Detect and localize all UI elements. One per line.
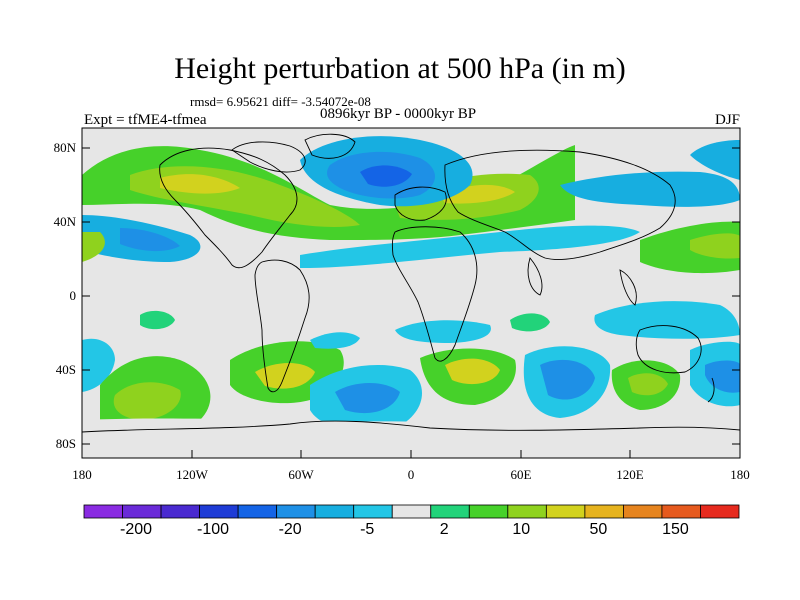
map-title: Height perturbation at 500 hPa (in m) (174, 52, 626, 85)
lat-label-40n: 40N (54, 214, 77, 229)
nh-negative-far-east (690, 140, 740, 180)
lat-label-40s: 40S (56, 362, 76, 377)
colorbar-swatch (83, 504, 123, 519)
colorbar-swatch (314, 504, 355, 519)
colorbar-swatch (545, 504, 586, 519)
coastline-south-america (254, 259, 310, 393)
coastline-north-america (159, 147, 298, 269)
lat-label-80s: 80S (56, 436, 76, 451)
sh-positive-pacific-core (113, 382, 181, 420)
colorbar-swatch (276, 504, 316, 519)
arctic-negative-core (360, 165, 412, 187)
sh-negative-indian-core (540, 359, 595, 400)
colorbar-swatch (237, 504, 278, 519)
coastline-australia (635, 325, 702, 374)
lon-label-60w: 60W (288, 467, 314, 482)
colorbar-label: -5 (360, 521, 374, 538)
sh-positive-australia-core (628, 373, 668, 396)
colorbar-swatch (122, 504, 162, 519)
lon-label-180w: 180 (72, 467, 92, 482)
colorbar-swatch (700, 504, 740, 519)
sh-positive-south-america-core (255, 363, 315, 389)
lon-tick-marks (81, 450, 741, 458)
experiment-label: Expt = tfME4-tfmea (84, 112, 207, 128)
contour-fields (82, 136, 740, 458)
lon-label-180e: 180 (730, 467, 750, 482)
nh-tropical-negative-band (300, 225, 640, 268)
colorbar-swatch (160, 504, 200, 519)
colorbar-swatch (430, 504, 470, 519)
coastlines (82, 133, 740, 433)
lat-label-80n: 80N (54, 140, 77, 155)
lat-label-eq: 0 (70, 288, 77, 303)
coastline-new-zealand (707, 377, 715, 403)
subtropical-negative-pacific-core (120, 228, 180, 252)
period-label: 0896kyr BP - 0000kyr BP (320, 106, 477, 122)
colorbar-label: 10 (512, 521, 530, 538)
colorbar-swatch (199, 504, 239, 519)
lon-label-0: 0 (408, 467, 415, 482)
colorbar-label: 2 (440, 521, 449, 538)
sh-negative-atlantic-north (310, 332, 360, 349)
coastline-europe (394, 186, 447, 221)
coastline-africa (391, 226, 478, 362)
lon-label-120w: 120W (176, 467, 209, 482)
lon-label-120e: 120E (616, 467, 644, 482)
sh-positive-small (140, 310, 175, 330)
nh-positive-peak-west (160, 174, 240, 194)
colorbar (83, 504, 740, 519)
colorbar-swatch (584, 504, 624, 519)
sh-negative-equatorial-atlantic (395, 320, 491, 343)
colorbar-swatch (507, 504, 547, 519)
sh-negative-dateline (82, 338, 115, 392)
coastline-canadian-arctic (231, 141, 306, 173)
colorbar-swatch (468, 504, 509, 519)
colorbar-label: -100 (197, 521, 229, 538)
colorbar-label: 50 (589, 521, 607, 538)
nh-negative-asia (560, 171, 740, 207)
sh-positive-africa-core (445, 358, 500, 385)
colorbar-swatch (623, 504, 663, 519)
sh-negative-indonesia (594, 301, 740, 339)
antarctic-neutral (82, 418, 740, 458)
colorbar-swatch (353, 504, 393, 519)
colorbar-label: 150 (662, 521, 689, 538)
sh-negative-atlantic-core (335, 383, 400, 414)
lat-tick-marks (82, 147, 740, 445)
colorbar-label: -20 (279, 521, 302, 538)
sh-positive-indian-small (510, 313, 550, 332)
coastline-greenland (304, 133, 356, 159)
stats-text: rmsd= 6.95621 diff= -3.54072e-08 (190, 94, 371, 109)
season-label: DJF (714, 112, 740, 128)
dateline-positive-west (82, 232, 105, 262)
colorbar-swatch (661, 504, 701, 519)
coastline-india (527, 257, 543, 296)
coastline-asia (444, 149, 676, 261)
colorbar-labels: -200 -100 -20 -5 2 10 50 150 (120, 521, 689, 538)
colorbar-label: -200 (120, 521, 152, 538)
lon-label-60e: 60E (511, 467, 532, 482)
coastline-indochina (619, 269, 637, 306)
coastline-antarctica (82, 420, 740, 433)
nh-positive-west-pacific-core (690, 233, 740, 259)
colorbar-swatch (391, 504, 432, 519)
